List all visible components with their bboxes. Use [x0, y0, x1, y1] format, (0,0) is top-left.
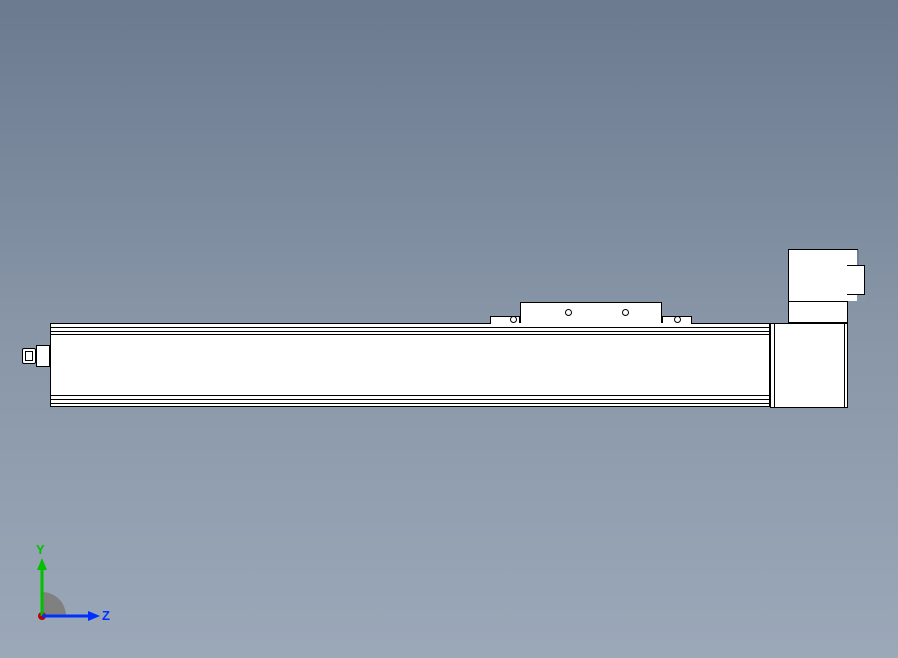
axis-triad: Y Z [30, 548, 110, 628]
axis-y-label: Y [36, 542, 45, 557]
rail-line [51, 403, 769, 404]
left-endcap-hex [25, 351, 33, 361]
right-joint-line [844, 323, 845, 408]
rail-line [51, 331, 769, 332]
mount-hole [622, 309, 629, 316]
seam-cover [857, 250, 859, 265]
mount-hole [510, 316, 517, 323]
axis-z [30, 548, 110, 628]
axis-z-label: Z [102, 608, 110, 623]
seam-cover-2 [857, 295, 866, 302]
rail-line [51, 399, 769, 400]
right-joint-line [774, 323, 775, 408]
top-bracket-notch [847, 265, 865, 295]
top-bracket-lower [788, 301, 848, 323]
cad-viewport[interactable]: Y Z [0, 0, 898, 658]
plate-base-cover [491, 323, 691, 325]
rail-line [51, 327, 769, 328]
rail-line [51, 395, 769, 396]
mount-hole [565, 309, 572, 316]
mount-hole [674, 316, 681, 323]
left-endcap [36, 345, 50, 367]
rail-line [51, 334, 769, 335]
right-block [770, 323, 848, 408]
mount-plate-center [520, 302, 662, 324]
